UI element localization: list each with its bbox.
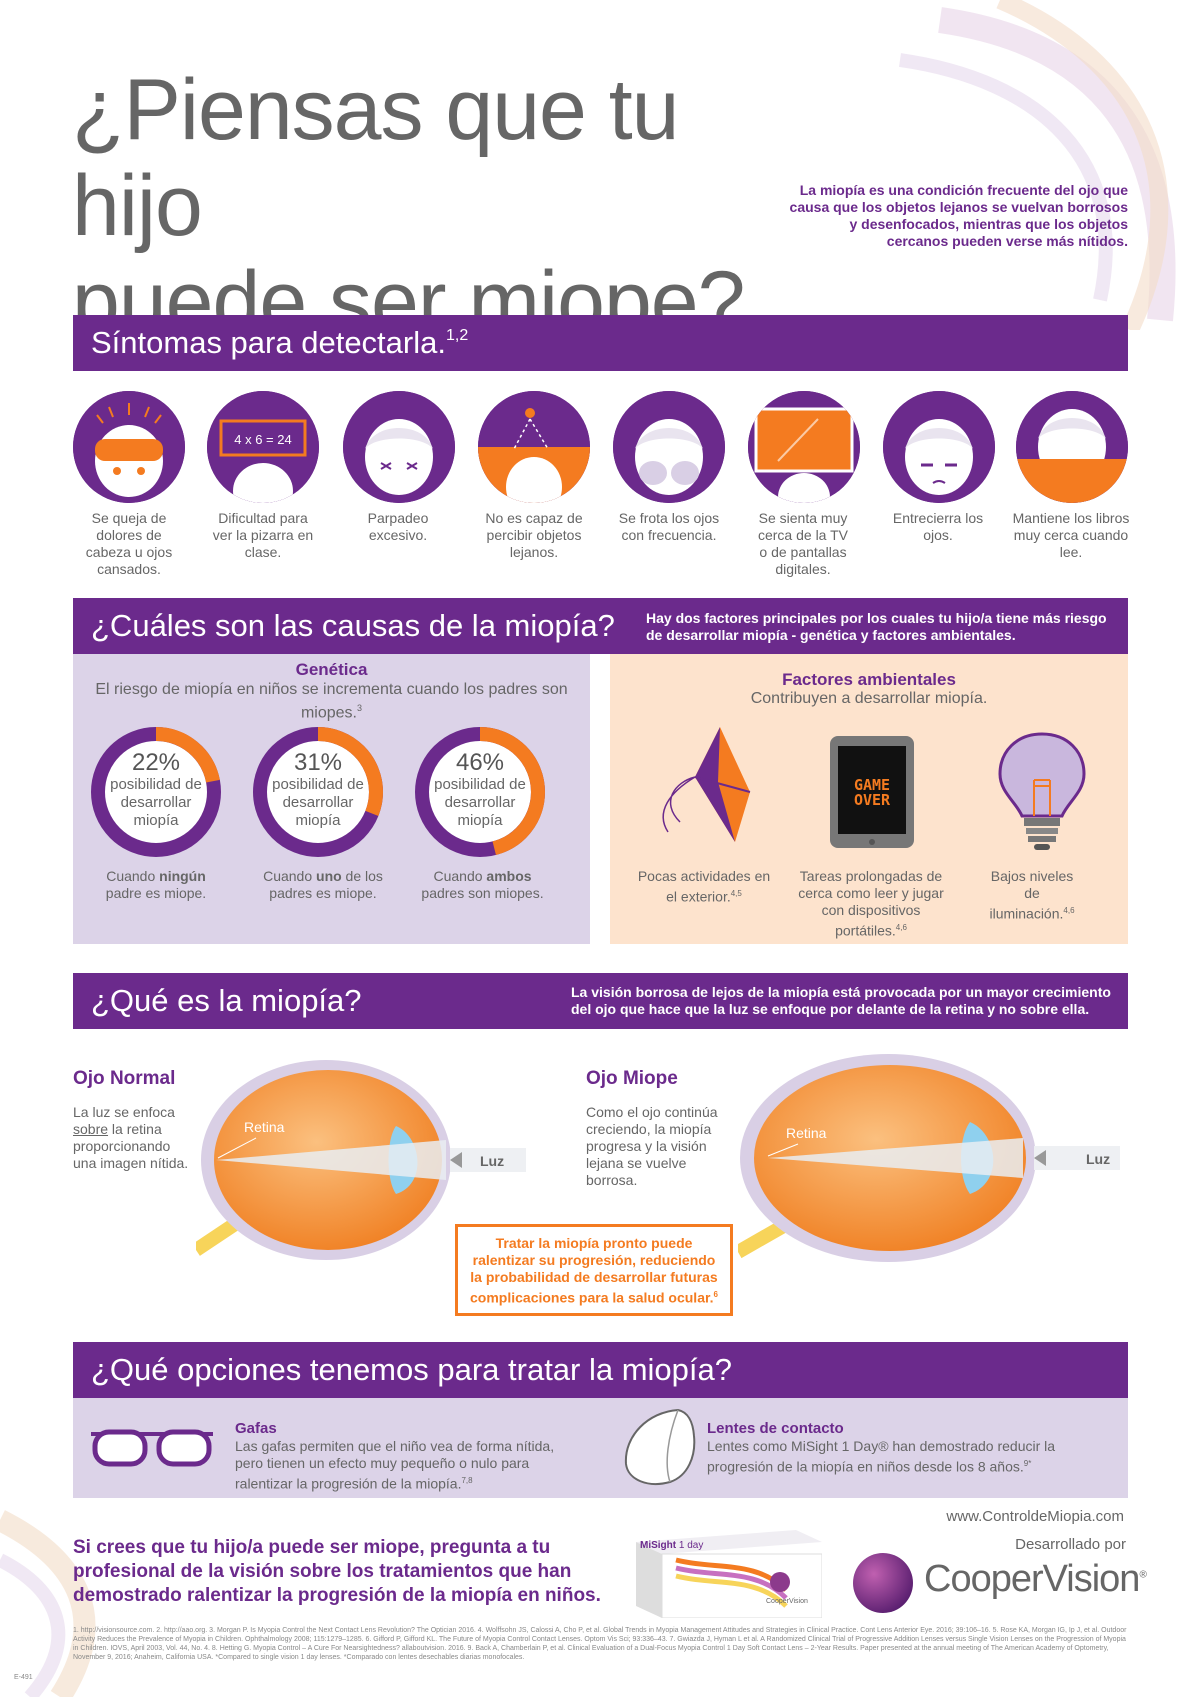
book-close-icon bbox=[1016, 391, 1128, 503]
normal-retina-label: Retina bbox=[244, 1119, 285, 1135]
ring-label-2: 31% posibilidad de desarrollar miopía bbox=[272, 749, 364, 830]
coopervision-logo-text: CooperVision® bbox=[924, 1558, 1147, 1600]
symptom-label-7: Entrecierra los ojos. bbox=[892, 510, 984, 543]
coopervision-logo-mark bbox=[853, 1553, 913, 1613]
what-bar: ¿Qué es la miopía? La visión borrosa de … bbox=[73, 973, 1128, 1029]
ring-label-1: 22% posibilidad de desarrollar miopía bbox=[110, 749, 202, 830]
normal-light-label: Luz bbox=[480, 1153, 504, 1169]
causes-bar: ¿Cuáles son las causas de la miopía? Hay… bbox=[73, 598, 1128, 654]
myopic-light-label: Luz bbox=[1086, 1151, 1110, 1167]
footer-cta: Si crees que tu hijo/a puede ser miope, … bbox=[73, 1537, 601, 1606]
symptom-label-4: No es capaz de percibir objetos lejanos. bbox=[485, 510, 583, 560]
misight-box-maker: CooperVision bbox=[766, 1598, 808, 1605]
env-label-3: Bajos niveles de iluminación.4,6 bbox=[989, 868, 1075, 922]
blinking-face-icon bbox=[343, 391, 455, 503]
environment-panel: Factores ambientales Contribuyen a desar… bbox=[610, 654, 1128, 944]
page-title: ¿Piensas que tu hijo puede ser miope? bbox=[72, 62, 792, 350]
game-over-text: GAME OVER bbox=[853, 776, 891, 809]
normal-eye-diagram: Retina Luz bbox=[196, 1060, 526, 1260]
what-title: ¿Qué es la miopía? bbox=[91, 983, 362, 1018]
symptom-label-1: Se queja de dolores de cabeza u ojos can… bbox=[85, 510, 173, 577]
options-bar: ¿Qué opciones tenemos para tratar la mio… bbox=[73, 1342, 1128, 1398]
myopic-retina-label: Retina bbox=[786, 1125, 827, 1141]
tv-screen-icon bbox=[748, 391, 860, 503]
genetics-subtitle: El riesgo de miopía en niños se incremen… bbox=[95, 681, 568, 722]
symptom-label-3: Parpadeo excesivo. bbox=[367, 510, 429, 543]
glasses-text: Las gafas permiten que el niño vea de fo… bbox=[235, 1438, 555, 1492]
symptom-label-2: Dificultad para ver la pizarra en clase. bbox=[212, 510, 314, 560]
symptom-label-6: Se sienta muy cerca de la TV o de pantal… bbox=[757, 510, 848, 577]
symptoms-bar: Síntomas para detectarla.1,2 bbox=[73, 315, 1128, 371]
decorative-swirl-top bbox=[899, 0, 1176, 330]
symptom-label-5: Se frota los ojos con frecuencia. bbox=[618, 510, 720, 543]
causes-note: Hay dos factores principales por los cua… bbox=[646, 610, 1107, 643]
headache-icon bbox=[73, 391, 185, 503]
contacts-text: Lentes como MiSight 1 Day® han demostrad… bbox=[707, 1438, 1056, 1475]
glasses-title: Gafas bbox=[235, 1420, 277, 1437]
decorative-swirl-bottom bbox=[0, 1510, 96, 1697]
rubbing-eyes-icon bbox=[613, 391, 725, 503]
board-text: 4 x 6 = 24 bbox=[234, 432, 291, 447]
genetics-panel: Genética El riesgo de miopía en niños se… bbox=[73, 654, 590, 944]
glasses-icon bbox=[91, 1429, 213, 1467]
references: 1. http://visionsource.com. 2. http://aa… bbox=[73, 1627, 1127, 1661]
genetics-rings bbox=[91, 727, 545, 857]
symptoms-title: Síntomas para detectarla.1,2 bbox=[91, 325, 469, 360]
what-note: La visión borrosa de lejos de la miopía … bbox=[571, 984, 1111, 1017]
ring-arc-3 bbox=[415, 727, 545, 857]
myopic-eye-text: Como el ojo continúa creciendo, la miopí… bbox=[586, 1104, 718, 1188]
ring-caption-1: Cuando ningún padre es miope. bbox=[105, 868, 207, 901]
normal-eye-text: La luz se enfoca sobre la retina proporc… bbox=[73, 1104, 189, 1171]
ring-arc-2 bbox=[253, 727, 383, 857]
developed-by: Desarrollado por bbox=[1015, 1536, 1126, 1553]
misight-box: MiSight 1 day CooperVision bbox=[636, 1530, 822, 1618]
ring-arc-1 bbox=[91, 727, 221, 857]
kite-icon bbox=[662, 727, 751, 842]
symptom-label-8: Mantiene los libros muy cerca cuando lee… bbox=[1012, 510, 1130, 560]
squinting-face-icon bbox=[883, 391, 995, 503]
env-label-2: Tareas prolongadas de cerca como leer y … bbox=[798, 868, 944, 939]
genetics-title: Genética bbox=[295, 660, 368, 679]
normal-eye-title: Ojo Normal bbox=[73, 1068, 176, 1089]
page-title-line1: ¿Piensas que tu hijo bbox=[72, 62, 679, 254]
contact-lens-icon bbox=[624, 1408, 696, 1485]
myopic-eye-diagram: Retina Luz bbox=[738, 1054, 1120, 1262]
myopic-eye-title: Ojo Miope bbox=[586, 1068, 678, 1089]
blackboard-icon: 4 x 6 = 24 bbox=[207, 391, 319, 503]
environment-title: Factores ambientales bbox=[782, 670, 956, 689]
ring-label-3: 46% posibilidad de desarrollar miopía bbox=[434, 749, 526, 830]
tablet-icon bbox=[830, 736, 914, 848]
website-link[interactable]: www.ControldeMiopia.com bbox=[946, 1508, 1124, 1525]
misight-box-brand: MiSight 1 day bbox=[640, 1540, 704, 1551]
causes-title: ¿Cuáles son las causas de la miopía? bbox=[91, 608, 615, 643]
distant-object-icon bbox=[478, 391, 590, 503]
ring-caption-2: Cuando uno de los padres es miope. bbox=[263, 868, 383, 901]
environment-subtitle: Contribuyen a desarrollar miopía. bbox=[750, 690, 988, 707]
intro-text: La miopía es una condición frecuente del… bbox=[789, 182, 1128, 249]
lightbulb-icon bbox=[998, 732, 1086, 850]
early-treatment-callout: Tratar la miopía pronto puede ralentizar… bbox=[455, 1224, 733, 1316]
env-label-1: Pocas actividades en el exterior.4,5 bbox=[637, 868, 771, 905]
options-panel: Gafas Las gafas permiten que el niño vea… bbox=[73, 1398, 1128, 1498]
ring-caption-3: Cuando ambos padres son miopes. bbox=[421, 868, 544, 901]
document-code: E-491 bbox=[14, 1674, 33, 1681]
contacts-title: Lentes de contacto bbox=[707, 1420, 844, 1437]
options-title: ¿Qué opciones tenemos para tratar la mio… bbox=[91, 1352, 733, 1387]
